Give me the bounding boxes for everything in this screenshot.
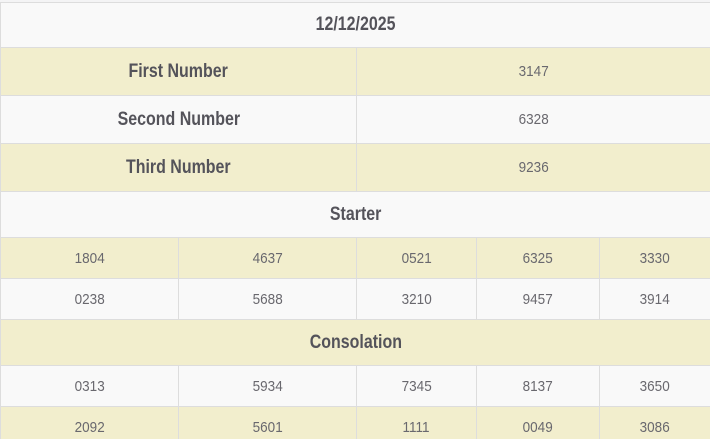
consolation-number-cell: 3086 [599, 406, 710, 439]
starter-number: 1804 [74, 249, 105, 267]
consolation-number: 3086 [639, 418, 671, 436]
draw-date-row: 12/12/2025 [0, 2, 710, 48]
starter-number-cell: 3210 [356, 278, 477, 320]
consolation-number-cell: 1111 [356, 406, 477, 439]
consolation-number: 3650 [639, 377, 671, 395]
starter-number-cell: 5688 [178, 278, 357, 320]
starter-numbers-row-1: 1804 4637 0521 6325 3330 [0, 237, 710, 279]
consolation-number: 5601 [252, 418, 283, 436]
prize-value: 9236 [518, 159, 549, 176]
starter-number: 3914 [639, 290, 671, 308]
prize-label: Second Number [117, 108, 240, 130]
starter-number: 3210 [401, 290, 432, 308]
starter-header-row: Starter [0, 191, 710, 238]
starter-number-cell: 9457 [476, 278, 600, 320]
starter-number-cell: 3914 [599, 278, 710, 320]
starter-number-cell: 4637 [178, 237, 357, 279]
first-number-value-cell: 3147 [356, 47, 710, 96]
consolation-number: 8137 [522, 377, 554, 395]
prize-label: Third Number [126, 156, 231, 178]
starter-number: 6325 [522, 249, 554, 267]
consolation-number-cell: 3650 [599, 365, 710, 407]
starter-number-cell: 0238 [0, 278, 179, 320]
starter-number: 0238 [74, 290, 105, 308]
third-number-value-cell: 9236 [356, 143, 710, 192]
consolation-number-cell: 0313 [0, 365, 179, 407]
second-number-value-cell: 6328 [356, 95, 710, 144]
consolation-number-cell: 5601 [178, 406, 357, 439]
starter-number: 4637 [252, 249, 283, 267]
starter-number-cell: 0521 [356, 237, 477, 279]
first-number-label-cell: First Number [0, 47, 357, 96]
consolation-number-cell: 2092 [0, 406, 179, 439]
consolation-number-cell: 5934 [178, 365, 357, 407]
consolation-numbers-row-1: 0313 5934 7345 8137 3650 [0, 365, 710, 407]
third-number-row: Third Number 9236 [0, 143, 710, 192]
starter-number: 0521 [401, 249, 432, 267]
consolation-number: 1111 [402, 418, 431, 436]
consolation-number-cell: 8137 [476, 365, 600, 407]
first-number-row: First Number 3147 [0, 47, 710, 96]
starter-number-cell: 1804 [0, 237, 179, 279]
consolation-number: 2092 [74, 418, 105, 436]
prize-value: 6328 [518, 111, 549, 128]
starter-number-cell: 6325 [476, 237, 600, 279]
consolation-number-cell: 7345 [356, 365, 477, 407]
consolation-header-cell: Consolation [0, 319, 710, 366]
section-header-starter: Starter [329, 203, 382, 225]
draw-date: 12/12/2025 [315, 14, 396, 35]
second-number-row: Second Number 6328 [0, 95, 710, 144]
section-header-consolation: Consolation [309, 331, 402, 353]
prize-value: 3147 [518, 63, 549, 80]
starter-number: 9457 [522, 290, 554, 308]
starter-header-cell: Starter [0, 191, 710, 238]
consolation-header-row: Consolation [0, 319, 710, 366]
third-number-label-cell: Third Number [0, 143, 357, 192]
consolation-number: 0313 [74, 377, 105, 395]
starter-number: 5688 [252, 290, 283, 308]
starter-numbers-row-2: 0238 5688 3210 9457 3914 [0, 278, 710, 320]
consolation-number: 5934 [252, 377, 283, 395]
consolation-numbers-row-2: 2092 5601 1111 0049 3086 [0, 406, 710, 439]
consolation-number-cell: 0049 [476, 406, 600, 439]
starter-number-cell: 3330 [599, 237, 710, 279]
starter-number: 3330 [639, 249, 671, 267]
prize-label: First Number [128, 60, 229, 82]
consolation-number: 0049 [522, 418, 554, 436]
consolation-number: 7345 [401, 377, 432, 395]
second-number-label-cell: Second Number [0, 95, 357, 144]
draw-date-cell: 12/12/2025 [0, 2, 710, 48]
